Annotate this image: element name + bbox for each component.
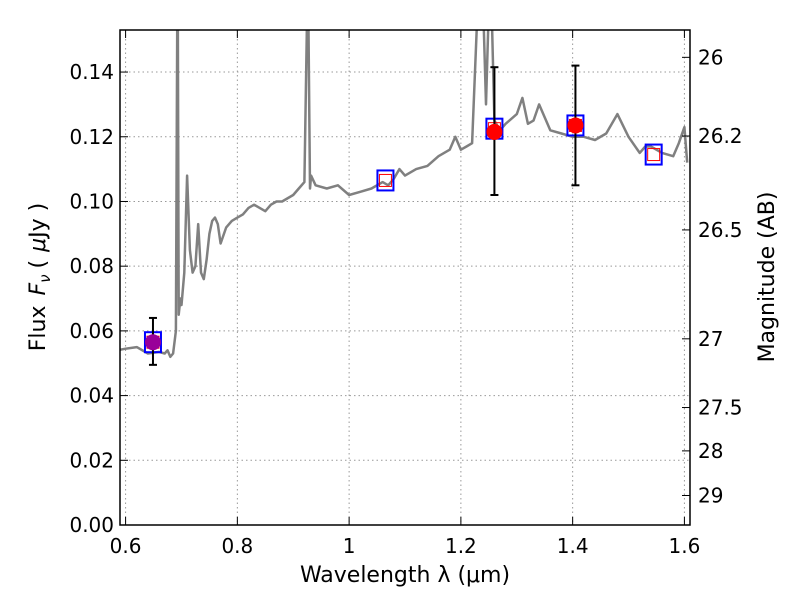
y-tick-label: 0.04 bbox=[69, 384, 114, 408]
x-tick-label: 1.6 bbox=[669, 534, 701, 558]
synthetic-photometry-inner-marker bbox=[647, 148, 661, 162]
x-tick-label: 0.6 bbox=[110, 534, 142, 558]
y-tick-label: 0.08 bbox=[69, 254, 114, 278]
y-axis-label-symbol: F bbox=[26, 283, 51, 296]
x-tick-label: 1.4 bbox=[557, 534, 589, 558]
synthetic-photometry-box bbox=[376, 169, 395, 192]
x-tick-label: 1.2 bbox=[445, 534, 477, 558]
y2-tick-label: 29 bbox=[698, 483, 723, 507]
y-axis-label-unit-mu: μ bbox=[26, 238, 51, 253]
y2-axis-label: Magnitude (AB) bbox=[755, 192, 780, 363]
y-axis-label: Flux Fν ( μJy ) bbox=[26, 203, 54, 351]
observed-flux-point bbox=[144, 334, 161, 351]
y-axis-label-subscript: ν bbox=[36, 274, 54, 282]
plot-background bbox=[120, 30, 690, 525]
synthetic-photometry-box bbox=[644, 143, 663, 166]
y2-tick-label: 26.5 bbox=[698, 218, 743, 242]
x-tick-label: 0.8 bbox=[221, 534, 253, 558]
model-spectrum-line bbox=[120, 30, 689, 359]
y-tick-label: 0.12 bbox=[69, 125, 114, 149]
y2-tick-label: 26.2 bbox=[698, 124, 743, 148]
observed-flux-point bbox=[486, 123, 503, 140]
y-tick-label: 0.02 bbox=[69, 448, 114, 472]
data-layer bbox=[120, 30, 689, 366]
synthetic-photometry-inner-marker bbox=[378, 173, 392, 187]
plot-frame bbox=[119, 29, 691, 526]
ticks: 0.6 0.8 1 1.2 1.4 1.6 0.00 0.02 0.04 0.06 0.08 0.10… bbox=[69, 30, 743, 558]
y2-tick-label: 27 bbox=[698, 327, 723, 351]
y-axis-label-unit-open: ( bbox=[26, 260, 51, 269]
y-tick-label: 0.06 bbox=[69, 319, 114, 343]
observed-flux-point bbox=[567, 117, 584, 134]
x-axis-label: Wavelength λ (μm) bbox=[300, 563, 510, 588]
y-tick-label: 0.00 bbox=[69, 513, 114, 537]
y2-tick-label: 26 bbox=[698, 45, 723, 69]
y-tick-label: 0.10 bbox=[69, 189, 114, 213]
y2-tick-label: 28 bbox=[698, 439, 723, 463]
y-tick-label: 0.14 bbox=[69, 60, 114, 84]
y2-tick-label: 27.5 bbox=[698, 396, 743, 420]
y-axis-label-text: Flux bbox=[26, 306, 51, 352]
y-axis-label-unit: Jy ) bbox=[26, 203, 51, 240]
x-tick-label: 1 bbox=[343, 534, 356, 558]
